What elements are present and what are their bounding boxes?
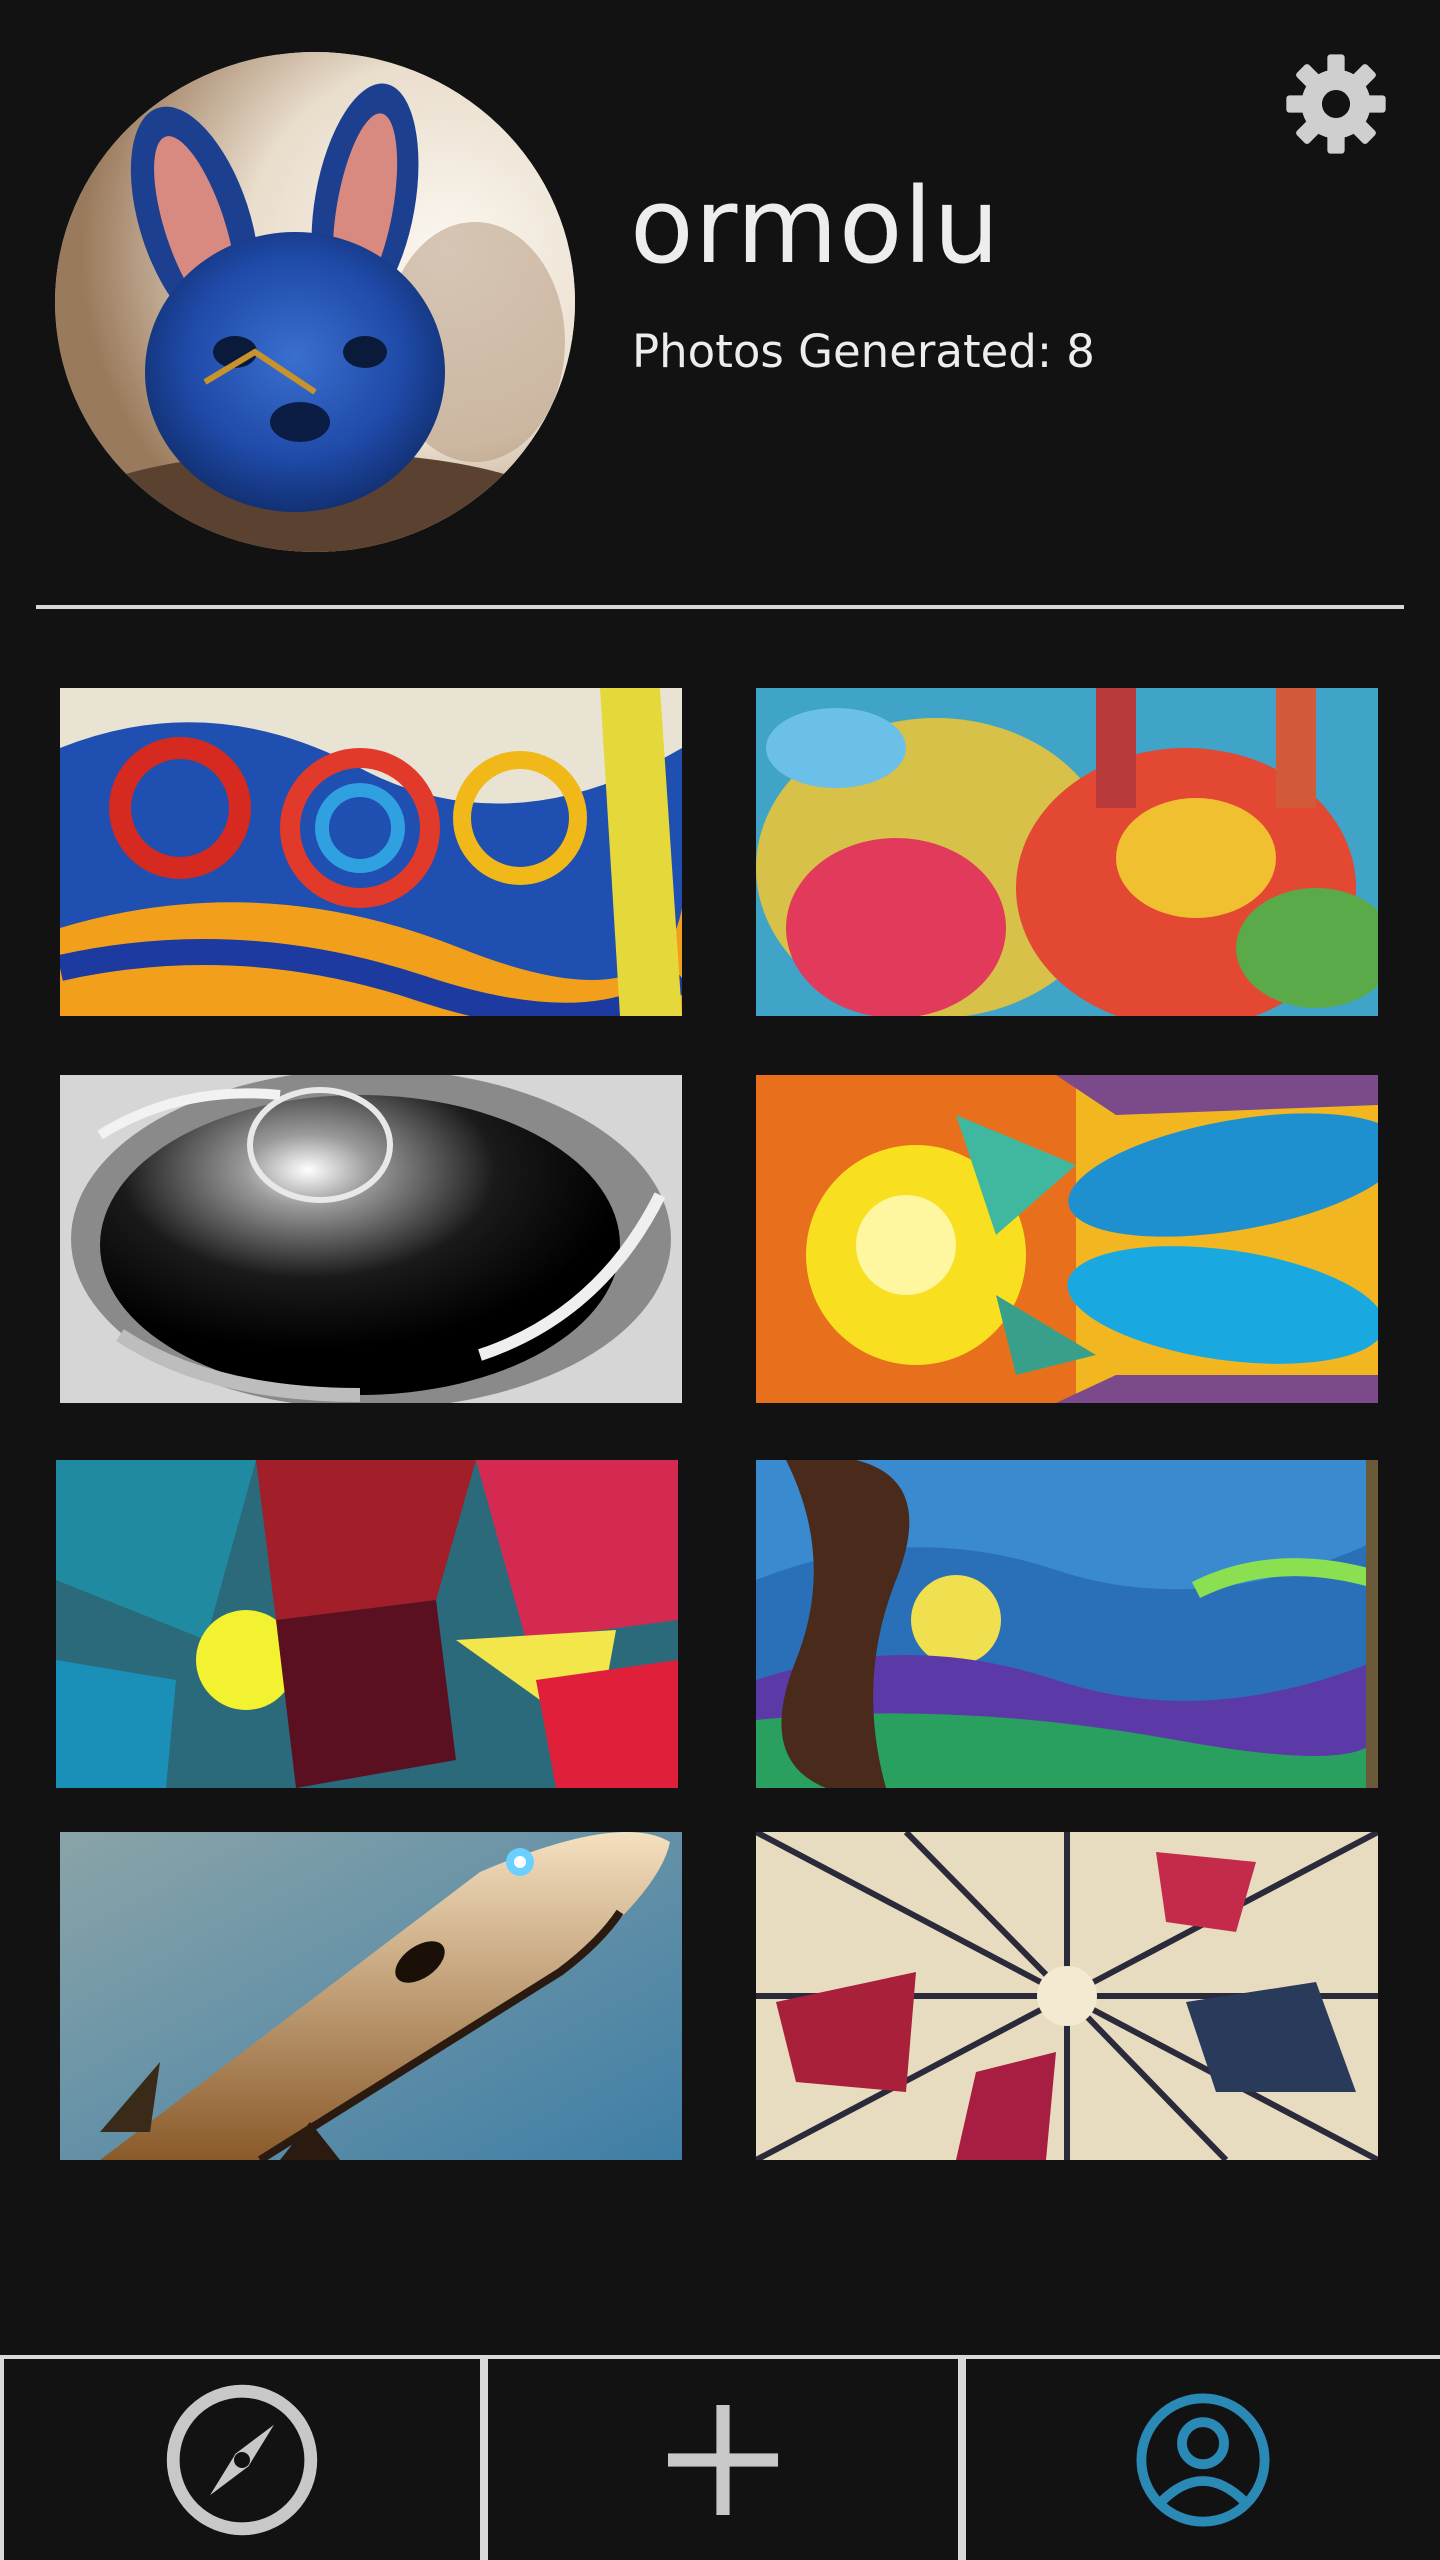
nav-create-button[interactable] <box>488 2359 958 2560</box>
header-divider <box>36 605 1404 609</box>
gallery-image-2[interactable] <box>756 688 1378 1016</box>
gallery-image-4[interactable] <box>756 1075 1378 1403</box>
gallery-image-3[interactable] <box>60 1075 682 1403</box>
user-circle-icon <box>1136 2393 1270 2526</box>
profile-avatar[interactable] <box>55 52 575 552</box>
profile-username: ormolu <box>630 165 1001 287</box>
nav-profile-button[interactable] <box>966 2359 1440 2560</box>
gear-icon[interactable] <box>1282 50 1390 158</box>
plus-icon <box>668 2404 778 2515</box>
nav-explore-button[interactable] <box>4 2359 480 2560</box>
photos-generated-count: Photos Generated: 8 <box>632 325 1095 378</box>
gallery-image-6[interactable] <box>756 1460 1378 1788</box>
gallery-image-8[interactable] <box>756 1832 1378 2160</box>
compass-icon <box>166 2384 318 2535</box>
gallery-image-7[interactable] <box>60 1832 682 2160</box>
gallery-image-5[interactable] <box>56 1460 678 1788</box>
bottom-nav <box>0 2355 1440 2560</box>
gallery-image-1[interactable] <box>60 688 682 1016</box>
